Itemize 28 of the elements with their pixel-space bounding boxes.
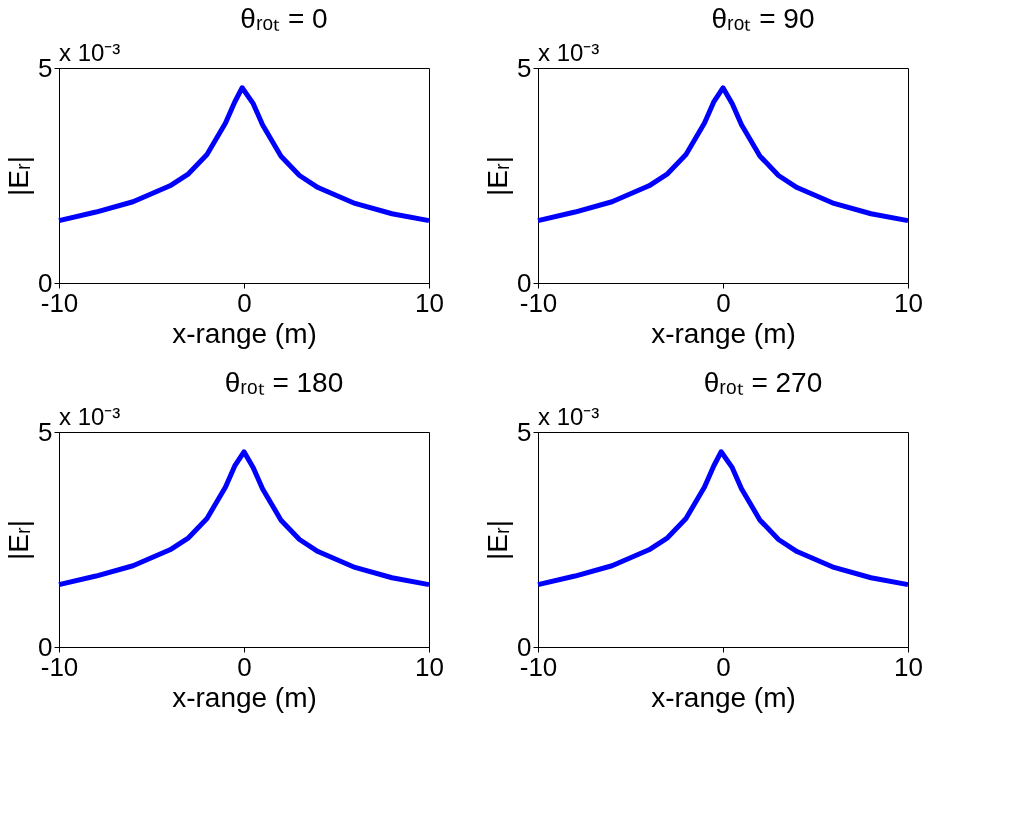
text: x 10⁻³ xyxy=(59,39,121,66)
x-tick-label: 10 xyxy=(894,651,923,682)
y-axis-title: |Eᵣ| xyxy=(482,156,514,196)
y-tick-label: 5 xyxy=(517,52,532,83)
x-axis-title: x-range (m) xyxy=(172,317,317,349)
y-axis-title: |Eᵣ| xyxy=(482,520,514,560)
x-tick-label: 0 xyxy=(237,651,252,682)
y-axis-title: |Eᵣ| xyxy=(3,520,35,560)
x-axis-title: x-range (m) xyxy=(172,681,317,713)
chart-title: θᵣₒₜ = 180 xyxy=(224,367,344,398)
x-axis-title: x-range (m) xyxy=(651,317,796,349)
chart-title: θᵣₒₜ = 90 xyxy=(711,3,815,34)
text: x 10⁻³ xyxy=(538,39,600,66)
x-tick-label: 10 xyxy=(415,651,444,682)
x-axis-title: x-range (m) xyxy=(651,681,796,713)
x-tick-label: 0 xyxy=(716,287,731,318)
x-tick-label: 10 xyxy=(415,287,444,318)
y-tick-label: 5 xyxy=(517,416,532,447)
text: x 10⁻³ xyxy=(59,403,121,430)
chart-title: θᵣₒₜ = 0 xyxy=(240,3,328,34)
y-tick-label: 5 xyxy=(38,52,53,83)
chart-title: θᵣₒₜ = 270 xyxy=(703,367,823,398)
y-tick-label: 5 xyxy=(38,416,53,447)
y-axis-title: |Eᵣ| xyxy=(3,156,35,196)
x-tick-label: 0 xyxy=(237,287,252,318)
text: x 10⁻³ xyxy=(538,403,600,430)
x-tick-label: 0 xyxy=(716,651,731,682)
x-tick-label: 10 xyxy=(894,287,923,318)
